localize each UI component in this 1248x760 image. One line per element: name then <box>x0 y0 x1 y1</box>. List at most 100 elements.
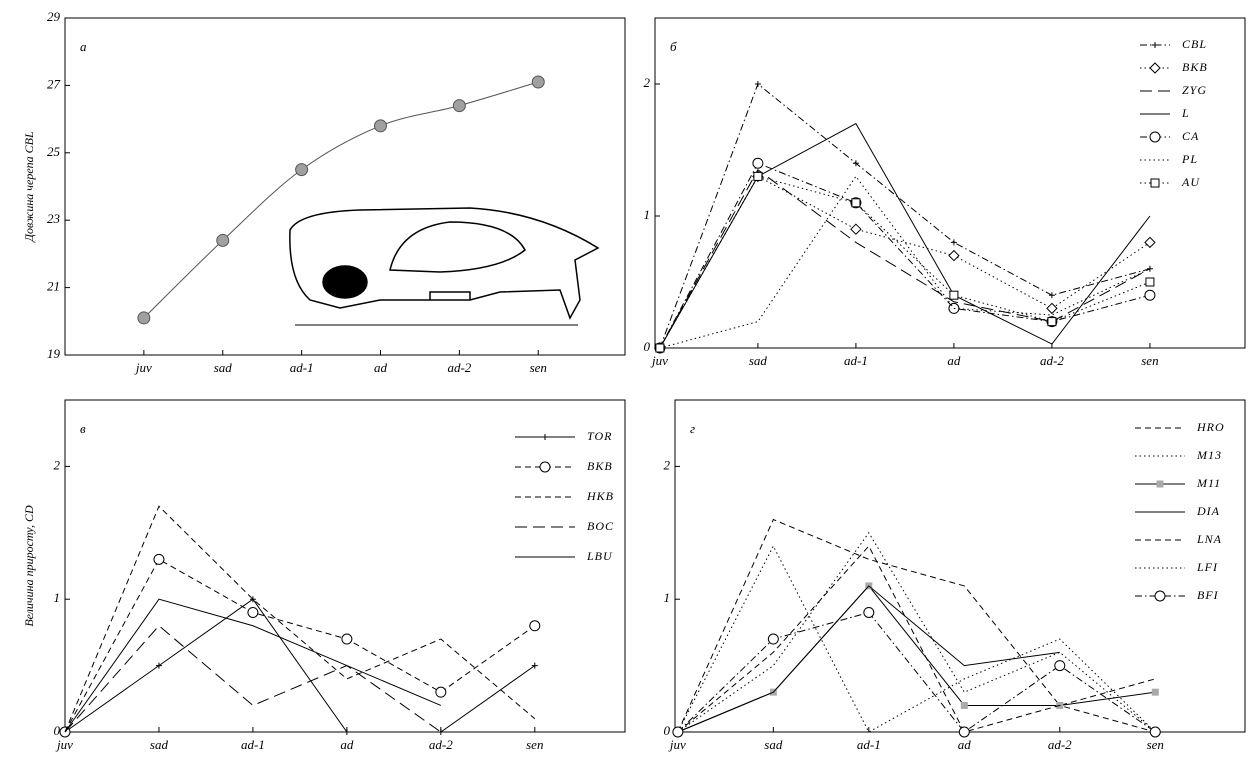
x-tick-label: juv <box>134 360 152 375</box>
data-line <box>677 585 1156 733</box>
data-point <box>863 606 875 618</box>
legend-label: CBL <box>1182 37 1207 51</box>
y-tick-label: 1 <box>664 590 671 605</box>
x-tick-label: sen <box>1147 737 1164 752</box>
data-line <box>659 175 1151 349</box>
legend-marker <box>1152 42 1158 48</box>
panel-label: г <box>690 421 695 436</box>
data-point <box>752 157 764 169</box>
x-tick-label: juv <box>650 353 668 368</box>
data-line <box>659 169 1151 349</box>
legend-label: BKB <box>1182 60 1208 74</box>
plot-frame <box>64 399 626 733</box>
data-point <box>960 701 968 709</box>
legend-label: BFI <box>1197 588 1219 602</box>
y-tick-label: 23 <box>47 211 61 226</box>
panel-label: а <box>80 39 87 54</box>
legend-label: BKB <box>587 459 613 473</box>
x-tick-label: sen <box>1141 353 1158 368</box>
data-point <box>655 343 665 353</box>
y-tick-label: 0 <box>664 723 671 738</box>
y-axis-label: Довжина черепа CBL <box>22 131 36 243</box>
y-tick-label: 2 <box>664 457 671 472</box>
data-point <box>949 290 959 300</box>
x-tick-label: ad-2 <box>447 360 471 375</box>
data-line <box>659 162 1151 349</box>
data-line <box>677 518 1156 733</box>
plot-frame <box>654 17 1246 349</box>
legend-label: AU <box>1181 175 1200 189</box>
legend-label: TOR <box>587 429 612 443</box>
data-line <box>677 531 1156 733</box>
y-tick-label: 2 <box>644 75 651 90</box>
data-line <box>677 611 1156 733</box>
data-point <box>216 233 230 247</box>
x-tick-label: sen <box>526 737 543 752</box>
y-tick-label: 27 <box>47 76 61 91</box>
legend-marker <box>1149 62 1161 74</box>
x-tick-label: ad-1 <box>290 360 314 375</box>
data-line <box>677 545 1156 733</box>
panel-label: б <box>670 39 677 54</box>
x-tick-label: ad <box>340 737 354 752</box>
data-point <box>1144 236 1156 249</box>
legend-label: DIA <box>1196 504 1220 518</box>
data-point <box>529 620 541 632</box>
data-point <box>850 223 862 235</box>
data-point <box>435 686 447 698</box>
data-point <box>948 249 960 262</box>
y-tick-label: 19 <box>47 346 61 361</box>
y-axis-label: Величина приросту, CD <box>22 505 36 627</box>
x-tick-label: juv <box>55 737 73 752</box>
data-line <box>677 585 1060 733</box>
data-line <box>64 625 442 733</box>
x-tick-label: ad-2 <box>1040 353 1064 368</box>
data-point <box>1054 660 1066 672</box>
legend-marker <box>542 434 548 440</box>
legend-marker <box>1150 178 1160 188</box>
data-line <box>64 598 442 733</box>
legend-label: ZYG <box>1182 83 1207 97</box>
panel: в Величина приросту, CD 0 1 2 juv sad ad-1 ad ad-… <box>22 399 626 752</box>
legend-label: LFI <box>1196 560 1218 574</box>
x-tick-label: sad <box>749 353 768 368</box>
data-point <box>851 198 861 208</box>
data-point <box>950 239 957 246</box>
data-point <box>1144 289 1156 301</box>
data-point <box>958 726 970 738</box>
y-tick-label: 1 <box>54 590 61 605</box>
data-point <box>1048 292 1055 299</box>
data-point <box>852 160 859 167</box>
panel: а Довжина черепа CBL 19 21 23 25 27 29 juv sad ad-… <box>22 9 626 375</box>
data-point <box>343 729 350 735</box>
legend-label: HRO <box>1196 420 1225 434</box>
data-line <box>659 83 1151 349</box>
legend-label: M13 <box>1196 448 1222 462</box>
panel-label: в <box>80 421 86 436</box>
data-point <box>247 606 259 618</box>
data-point <box>1046 302 1058 315</box>
x-tick-label: sen <box>530 360 547 375</box>
skull-drawing <box>289 207 600 326</box>
data-point <box>452 99 466 113</box>
data-point <box>1047 317 1057 327</box>
x-tick-label: juv <box>668 737 686 752</box>
data-point <box>753 171 763 181</box>
data-point <box>1145 277 1155 287</box>
legend-marker <box>1156 480 1164 488</box>
x-tick-label: ad-1 <box>857 737 881 752</box>
y-tick-label: 25 <box>47 144 61 159</box>
x-tick-label: ad-2 <box>429 737 453 752</box>
data-point <box>153 553 165 565</box>
data-point <box>754 81 761 87</box>
x-tick-label: sad <box>214 360 233 375</box>
x-tick-label: ad-2 <box>1048 737 1072 752</box>
x-tick-label: ad <box>947 353 961 368</box>
data-point <box>767 633 779 645</box>
x-tick-label: ad <box>958 737 972 752</box>
data-point <box>1151 688 1159 696</box>
plot-frame <box>674 399 1246 733</box>
plot-frame <box>64 17 626 356</box>
data-point <box>295 163 309 177</box>
y-tick-label: 0 <box>54 723 61 738</box>
